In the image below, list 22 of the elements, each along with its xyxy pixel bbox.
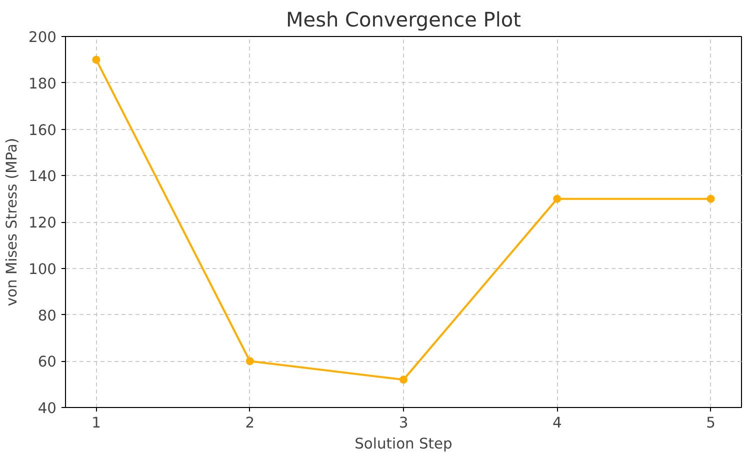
x-tick-label: 2 [245, 414, 255, 432]
y-tick-label: 200 [28, 29, 57, 46]
point [400, 376, 408, 384]
y-tick-label: 60 [38, 354, 57, 371]
x-tick-label: 3 [398, 414, 408, 432]
point [92, 56, 100, 64]
y-tick-label: 120 [28, 214, 57, 232]
x-tick-label: 5 [706, 414, 716, 432]
x-axis-title: Solution Step [354, 436, 452, 452]
y-tick-label: 140 [28, 168, 57, 186]
y-axis-title: von Mises Stress (MPa) [4, 138, 21, 306]
y-tick-label: 40 [38, 400, 57, 417]
point [246, 357, 254, 366]
y-tick-label: 100 [28, 260, 57, 278]
point [706, 194, 715, 203]
x-tick-label: 1 [92, 414, 101, 432]
chart-title: Mesh Convergence Plot [286, 8, 522, 32]
x-tick-label: 4 [552, 414, 562, 432]
point [553, 194, 562, 203]
y-tick-label: 80 [38, 307, 57, 324]
y-tick-label: 180 [28, 75, 57, 92]
y-tick-label: 160 [28, 122, 57, 139]
